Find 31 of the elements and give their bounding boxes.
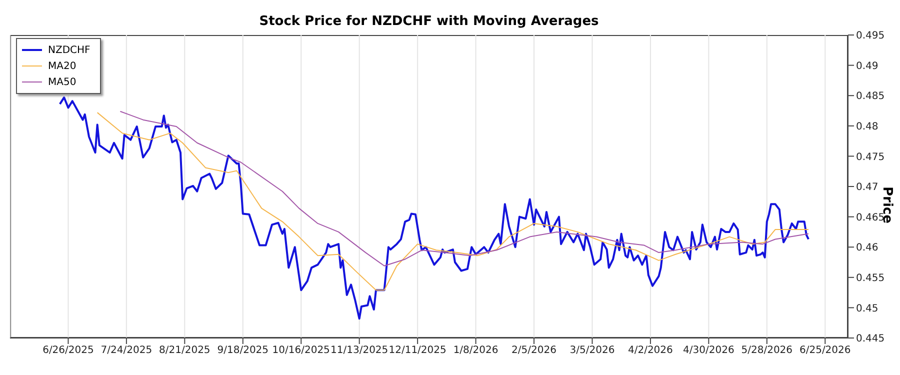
y-tick-label: 0.45	[856, 303, 878, 314]
legend-label: MA20	[48, 60, 76, 72]
x-tick-label: 6/25/2026	[799, 345, 851, 356]
x-tick-label: 4/2/2026	[628, 345, 673, 356]
legend-label: NZDCHF	[48, 44, 90, 56]
y-tick-label: 0.445	[856, 334, 885, 345]
y-tick-label: 0.455	[856, 272, 885, 284]
legend-label: MA50	[48, 76, 76, 88]
chart-title: Stock Price for NZDCHF with Moving Averages	[258, 14, 600, 29]
y-tick-label: 0.47	[856, 182, 878, 194]
x-tick-label: 3/5/2026	[570, 345, 615, 356]
x-tick-label: 8/21/2025	[159, 345, 210, 356]
y-tick-label: 0.495	[856, 30, 885, 42]
x-tick-label: 6/26/2025	[42, 345, 94, 356]
y-tick-label: 0.46	[856, 242, 878, 254]
y-tick-label: 0.49	[856, 60, 878, 72]
y-tick-label: 0.475	[856, 152, 885, 163]
x-tick-label: 1/8/2026	[453, 345, 498, 356]
line-series	[96, 112, 809, 291]
x-tick-label: 10/16/2025	[272, 345, 330, 356]
y-tick-label: 0.48	[856, 121, 878, 132]
y-tick-label: 0.485	[856, 91, 885, 102]
x-tick-label: 11/13/2025	[330, 345, 388, 356]
x-tick-label: 12/11/2025	[388, 345, 446, 356]
line-series	[58, 96, 810, 320]
line-series	[120, 110, 809, 266]
x-tick-label: 9/18/2025	[217, 345, 269, 356]
x-tick-label: 2/5/2026	[512, 345, 556, 356]
x-tick-label: 4/30/2026	[683, 345, 734, 356]
x-tick-label: 7/24/2025	[100, 345, 152, 356]
x-tick-label: 5/28/2026	[741, 345, 793, 356]
